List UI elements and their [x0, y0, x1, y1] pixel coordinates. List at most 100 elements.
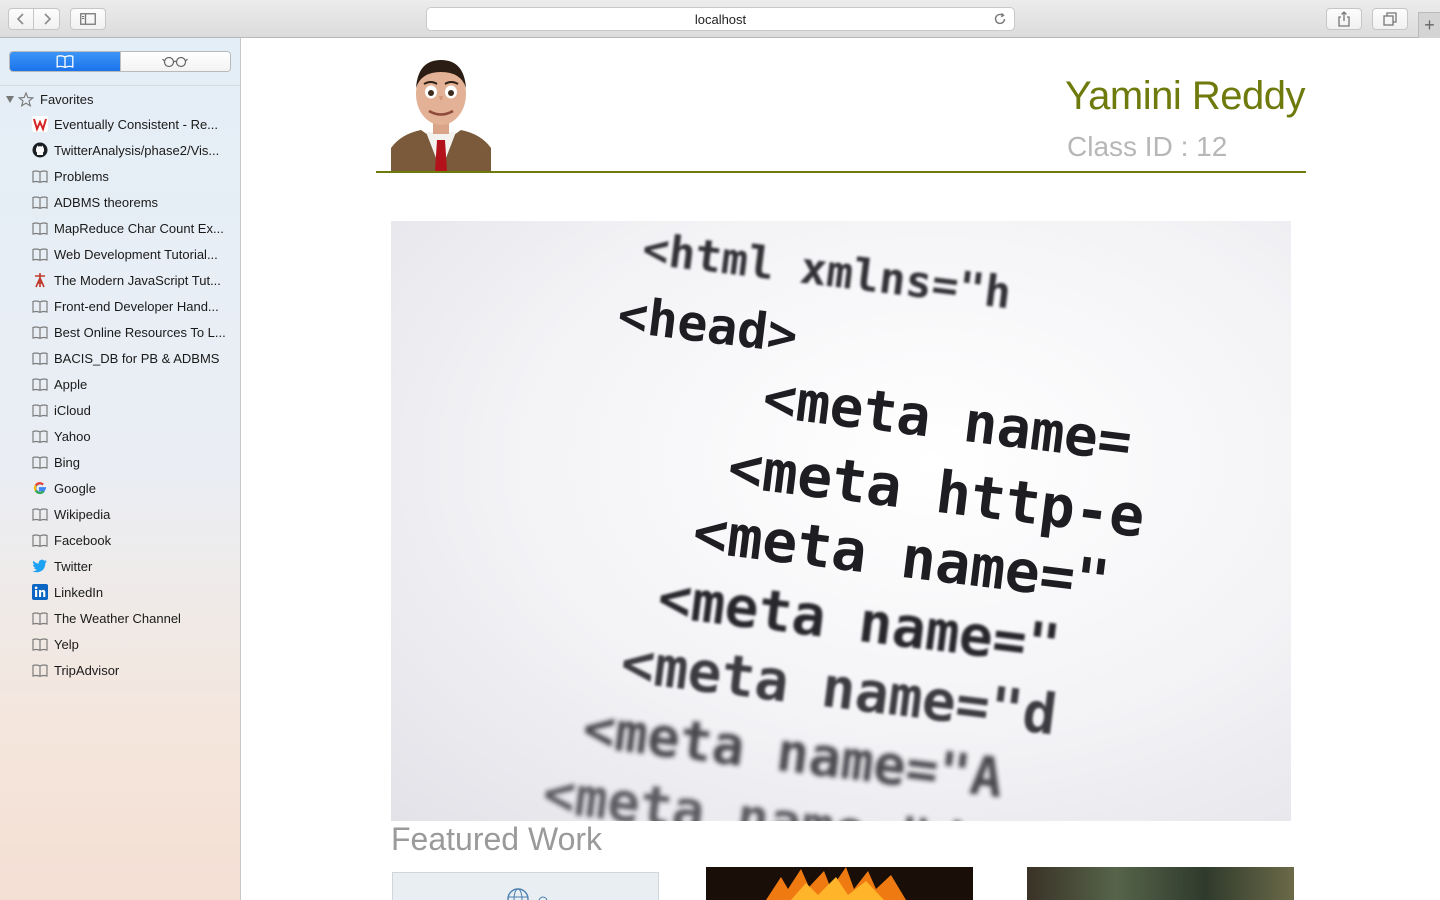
bookmark-label: Eventually Consistent - Re...	[54, 116, 219, 132]
bookmark-book-icon	[32, 402, 48, 418]
sidebar-divider	[0, 85, 240, 86]
share-button[interactable]	[1326, 8, 1362, 30]
favorites-folder[interactable]: Favorites	[6, 89, 93, 109]
google-icon	[32, 480, 48, 496]
reload-icon[interactable]	[992, 11, 1008, 27]
bookmark-item[interactable]: MapReduce Char Count Ex...	[0, 215, 240, 241]
bookmark-label: TripAdvisor	[54, 662, 120, 678]
bookmark-label: Twitter	[54, 558, 93, 574]
reading-list-tab[interactable]	[119, 52, 230, 71]
bookmark-book-icon	[32, 194, 48, 210]
back-button[interactable]	[8, 8, 34, 30]
bookmark-label: Yahoo	[54, 428, 91, 444]
bookmark-book-icon	[32, 610, 48, 626]
featured-thumbnail-3[interactable]	[1027, 867, 1294, 900]
bookmark-item[interactable]: Problems	[0, 163, 240, 189]
book-icon	[56, 55, 74, 68]
chevron-left-icon	[16, 13, 24, 25]
bookmark-book-icon	[32, 298, 48, 314]
profile-photo	[391, 48, 491, 171]
twitter-bird-icon	[32, 558, 48, 574]
new-tab-button[interactable]: +	[1418, 12, 1440, 38]
bookmark-book-icon	[32, 636, 48, 652]
html-code-photo: <html xmlns="h<head><meta name=<meta htt…	[539, 223, 1148, 821]
favorites-list: Eventually Consistent - Re... TwitterAnal…	[0, 111, 240, 683]
bookmark-book-icon	[32, 662, 48, 678]
bookmark-item[interactable]: Best Online Resources To L...	[0, 319, 240, 345]
bookmark-item[interactable]: TwitterAnalysis/phase2/Vis...	[0, 137, 240, 163]
javascript-info-icon	[32, 272, 48, 288]
glasses-icon	[162, 56, 189, 67]
bookmark-book-icon	[32, 506, 48, 522]
bookmark-label: Yelp	[54, 636, 79, 652]
bookmark-book-icon	[32, 454, 48, 470]
linkedin-icon	[32, 584, 48, 600]
w-favicon-icon	[32, 116, 48, 132]
featured-thumbnail-1[interactable]	[392, 872, 659, 900]
disclosure-triangle-icon[interactable]	[6, 95, 14, 103]
bookmark-item[interactable]: Yelp	[0, 631, 240, 657]
bookmark-item[interactable]: Yahoo	[0, 423, 240, 449]
sidebar-segmented-control	[9, 51, 231, 72]
bookmark-item[interactable]: BACIS_DB for PB & ADBMS	[0, 345, 240, 371]
bookmark-item[interactable]: Facebook	[0, 527, 240, 553]
bookmark-label: TwitterAnalysis/phase2/Vis...	[54, 142, 220, 158]
hero-image: <html xmlns="h <head> <meta name= <meta htt…	[391, 221, 1291, 821]
hero-code-line: <head>	[615, 285, 801, 365]
bookmark-item[interactable]: TripAdvisor	[0, 657, 240, 683]
nav-buttons	[8, 8, 60, 30]
bookmark-book-icon	[32, 350, 48, 366]
bookmark-item[interactable]: The Modern JavaScript Tut...	[0, 267, 240, 293]
bookmark-item[interactable]: iCloud	[0, 397, 240, 423]
bookmark-book-icon	[32, 168, 48, 184]
bookmark-label: MapReduce Char Count Ex...	[54, 220, 224, 236]
star-icon	[18, 91, 34, 107]
bookmark-item[interactable]: Front-end Developer Hand...	[0, 293, 240, 319]
address-bar[interactable]: localhost	[426, 7, 1015, 31]
bookmark-label: Apple	[54, 376, 88, 392]
chevron-right-icon	[43, 13, 51, 25]
bookmarks-sidebar: Favorites Eventually Consistent - Re... T…	[0, 38, 241, 900]
address-text: localhost	[694, 11, 747, 27]
class-id: Class ID : 12	[1067, 131, 1228, 162]
bookmark-label: The Weather Channel	[54, 610, 181, 626]
github-icon	[32, 142, 48, 158]
bookmark-item[interactable]: LinkedIn	[0, 579, 240, 605]
browser-toolbar: localhost +	[0, 0, 1440, 38]
tab-overview-button[interactable]	[1372, 8, 1408, 30]
bookmark-item[interactable]: ADBMS theorems	[0, 189, 240, 215]
web-page: Yamini Reddy Class ID : 12 <html xmlns="…	[241, 38, 1440, 900]
bookmark-label: Google	[54, 480, 96, 496]
bookmark-item[interactable]: Google	[0, 475, 240, 501]
bookmark-book-icon	[32, 428, 48, 444]
featured-thumbnail-2[interactable]	[706, 867, 973, 900]
sidebar-icon	[80, 13, 96, 25]
bookmark-label: iCloud	[54, 402, 91, 418]
bookmark-label: BACIS_DB for PB & ADBMS	[54, 350, 220, 366]
bookmark-item[interactable]: Twitter	[0, 553, 240, 579]
bookmark-item[interactable]: Bing	[0, 449, 240, 475]
favorites-label: Favorites	[40, 91, 94, 107]
bookmark-item[interactable]: Eventually Consistent - Re...	[0, 111, 240, 137]
tabs-icon	[1383, 12, 1397, 26]
bookmark-item[interactable]: Web Development Tutorial...	[0, 241, 240, 267]
bookmark-label: Facebook	[54, 532, 112, 548]
bookmark-label: The Modern JavaScript Tut...	[54, 272, 221, 288]
bookmark-label: Best Online Resources To L...	[54, 324, 226, 340]
forward-button[interactable]	[34, 8, 60, 30]
bookmark-label: Bing	[54, 454, 81, 470]
bookmarks-tab[interactable]	[10, 52, 120, 71]
bookmark-label: Wikipedia	[54, 506, 111, 522]
globe-icon	[507, 888, 548, 900]
sidebar-toggle-button[interactable]	[70, 8, 106, 30]
student-name: Yamini Reddy	[1064, 74, 1306, 118]
bookmark-item[interactable]: The Weather Channel	[0, 605, 240, 631]
bookmark-item[interactable]: Apple	[0, 371, 240, 397]
share-icon	[1338, 11, 1350, 27]
plus-icon: +	[1424, 15, 1435, 35]
bookmark-label: LinkedIn	[54, 584, 104, 600]
bookmark-label: Web Development Tutorial...	[54, 246, 218, 262]
bookmark-book-icon	[32, 376, 48, 392]
bookmark-item[interactable]: Wikipedia	[0, 501, 240, 527]
bookmark-label: Problems	[54, 168, 109, 184]
